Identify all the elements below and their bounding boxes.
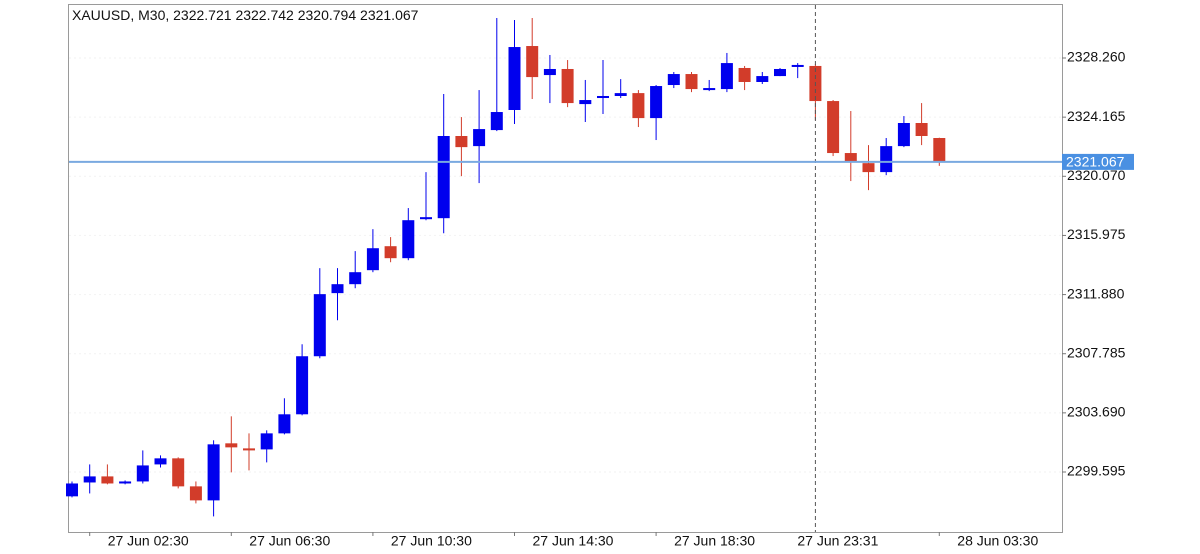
x-tick-label: 27 Jun 14:30 xyxy=(533,533,614,549)
candle-body xyxy=(296,356,309,415)
candle-body xyxy=(862,163,875,173)
candle-body xyxy=(455,136,468,148)
ohlc-low: 2320.794 xyxy=(298,7,357,23)
candle-body xyxy=(561,68,574,104)
candle-body xyxy=(260,433,273,450)
price-label: 2321.067 xyxy=(1066,154,1125,170)
candle-body xyxy=(650,86,663,119)
candle-body xyxy=(703,88,716,91)
candle-body xyxy=(579,100,592,105)
candle-body xyxy=(278,414,291,434)
ohlc-open: 2322.721 xyxy=(173,7,232,23)
candle-body xyxy=(366,248,379,271)
candle-body xyxy=(543,68,556,76)
candle-body xyxy=(402,220,415,259)
price-label-box xyxy=(1062,153,1134,170)
candle-body xyxy=(243,448,255,451)
candle-body xyxy=(880,146,893,173)
candle-body xyxy=(614,93,627,96)
candle-body xyxy=(437,136,450,219)
y-tick-label: 2328.260 xyxy=(1067,49,1126,65)
y-tick-label: 2324.165 xyxy=(1067,108,1126,124)
candle-body xyxy=(101,476,114,484)
candle-body xyxy=(349,272,362,285)
candle-body xyxy=(756,76,769,82)
candle-body xyxy=(207,444,220,501)
candle-body xyxy=(420,217,432,220)
candle-body xyxy=(83,476,96,483)
candle-body xyxy=(720,63,733,90)
candle-body xyxy=(172,458,185,487)
candle-body xyxy=(915,123,928,136)
candle-body xyxy=(384,246,397,259)
x-tick-label: 27 Jun 10:30 xyxy=(391,533,472,549)
y-tick-label: 2303.690 xyxy=(1067,404,1126,420)
candle-body xyxy=(66,483,78,497)
ohlc-close: 2321.067 xyxy=(360,7,419,23)
candle-body xyxy=(897,123,910,147)
candle-body xyxy=(313,294,326,357)
candle-body xyxy=(685,74,698,90)
symbol: XAUUSD, M30, xyxy=(72,7,169,23)
candle-body xyxy=(791,64,804,67)
x-tick-label: 27 Jun 06:30 xyxy=(249,533,330,549)
y-tick-label: 2307.785 xyxy=(1067,344,1126,360)
x-tick-label: 27 Jun 18:30 xyxy=(674,533,755,549)
y-tick-label: 2299.595 xyxy=(1067,463,1126,479)
y-tick-label: 2315.975 xyxy=(1067,226,1126,242)
candle-body xyxy=(490,112,503,131)
candle-body xyxy=(331,284,344,294)
chart-title: XAUUSD, M30, 2322.721 2322.742 2320.794 … xyxy=(72,7,419,23)
candle-body xyxy=(844,153,857,163)
candle-body xyxy=(119,481,132,484)
candle-body xyxy=(827,101,840,154)
candle-body xyxy=(774,68,786,77)
candle-body xyxy=(632,93,645,119)
candle-body xyxy=(667,74,680,86)
crosshair-label: 27 Jun 23:31 xyxy=(797,533,878,549)
candle-body xyxy=(526,46,539,78)
candle-body xyxy=(189,486,202,501)
candle-body xyxy=(508,47,521,111)
y-tick-label: 2311.880 xyxy=(1067,285,1125,301)
x-tick-label: 28 Jun 03:30 xyxy=(957,533,1038,549)
candle-body xyxy=(154,458,167,465)
candle-body xyxy=(597,95,609,99)
candle-body xyxy=(136,465,149,482)
candle-body xyxy=(225,443,238,448)
candle-body xyxy=(473,129,486,147)
y-tick-label: 2320.070 xyxy=(1067,167,1126,183)
candle-body xyxy=(738,67,751,82)
x-tick-label: 27 Jun 02:30 xyxy=(108,533,189,549)
ohlc-high: 2322.742 xyxy=(235,7,294,23)
candle-body xyxy=(933,138,946,162)
